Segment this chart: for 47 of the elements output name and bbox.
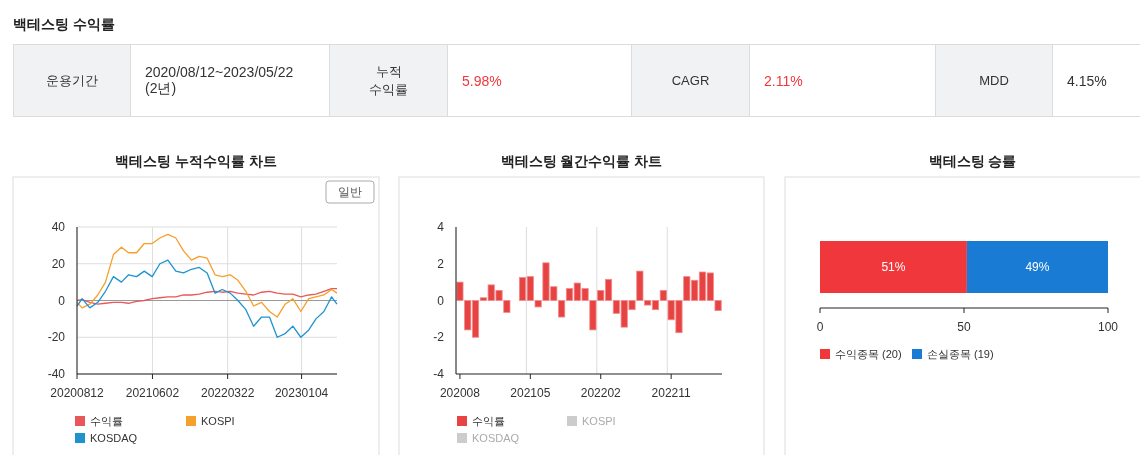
y-tick-label: 20 [51, 256, 66, 271]
chart-title: 백테스팅 월간수익률 차트 [500, 153, 663, 169]
x-tick-label: 100 [1097, 320, 1119, 334]
button: 일반 [325, 180, 375, 204]
data-label: 49% [1025, 260, 1050, 274]
y-tick-label: -40 [47, 367, 66, 381]
line-series [76, 259, 338, 338]
legend-label: 수익종목 (20) [835, 348, 902, 360]
x-tick-label: 20210602 [125, 386, 180, 400]
y-tick-label: -20 [47, 330, 66, 345]
text: 운용기간 [46, 71, 98, 90]
text: 5.98% [447, 44, 632, 117]
x-tick-label: 202008 [439, 386, 481, 400]
x-tick-label: 202211 [651, 386, 692, 400]
legend-label: KOSDAQ [472, 432, 520, 444]
x-tick-label: 202105 [510, 386, 551, 400]
x-tick-label: 20220322 [200, 386, 255, 400]
y-tick-label: -4 [433, 367, 445, 381]
chart-title: 백테스팅 누적수익률 차트 [115, 153, 277, 169]
y-tick-label: 0 [437, 293, 445, 308]
text: 누적 수익률 [368, 62, 409, 99]
legend-label: KOSPI [582, 415, 616, 427]
y-tick-label: 4 [437, 220, 445, 234]
text: CAGR [671, 73, 710, 88]
text: 2.11% [749, 44, 936, 117]
x-tick-label: 20200812 [50, 386, 105, 400]
x-tick-label: 202202 [580, 386, 622, 400]
y-tick-label: 2 [437, 256, 445, 271]
text: MDD [979, 73, 1009, 88]
legend-label: 손실종목 (19) [927, 348, 994, 360]
x-tick-label: 50 [957, 320, 971, 334]
legend-label: 수익률 [90, 415, 123, 427]
y-tick-label: -2 [433, 330, 445, 345]
y-tick-label: 40 [51, 220, 66, 234]
x-tick-label: 20230104 [274, 386, 329, 400]
legend-label: KOSPI [201, 415, 235, 427]
text: 2020/08/12~2023/05/22 (2년) [130, 44, 330, 117]
x-tick-label: 0 [816, 320, 824, 334]
chart-title: 백테스팅 승률 [928, 153, 1017, 169]
data-label: 51% [881, 260, 906, 274]
line-series [76, 287, 338, 305]
legend-label: KOSDAQ [90, 432, 138, 444]
y-tick-label: 0 [58, 293, 66, 308]
text: 4.15% [1052, 44, 1140, 117]
line-series [76, 233, 338, 318]
text: 백테스팅 수익률 [13, 16, 116, 34]
legend-label: 수익률 [472, 415, 505, 427]
